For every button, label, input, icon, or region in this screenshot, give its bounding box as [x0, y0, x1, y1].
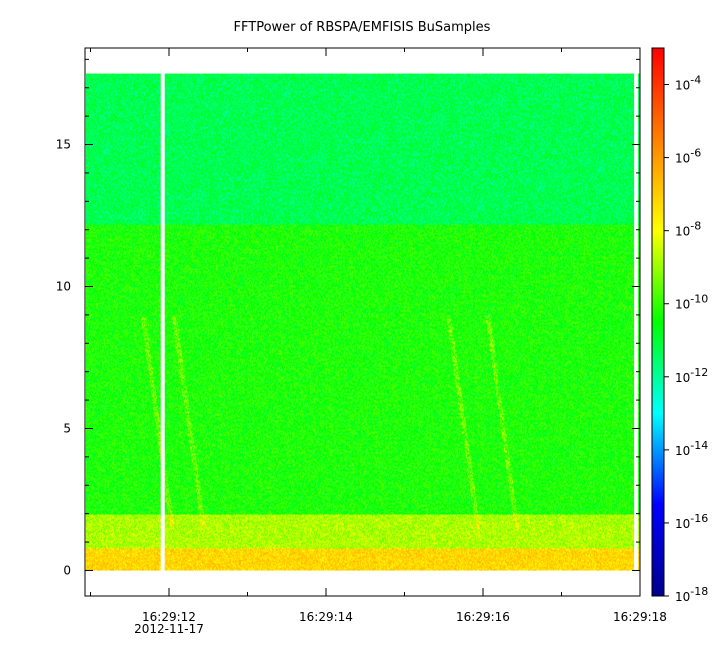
colorbar: 10-4 10-6 10-8 10-10 10-12 10-14 10-16 10-18	[651, 47, 708, 604]
x-tick-label: 16:29:12	[142, 610, 196, 624]
x-tick-label: 16:29:16	[456, 610, 510, 624]
y-tick-label: 0	[63, 563, 71, 577]
plot-frame	[84, 47, 641, 597]
colorbar-tick-label: 10-8	[675, 220, 701, 239]
data-gap	[634, 73, 639, 571]
y-tick-label: 15	[56, 138, 71, 152]
colorbar-tick-label: 10-16	[675, 512, 708, 531]
y-tick-label: 10	[56, 280, 71, 294]
x-tick-label: 16:29:18	[613, 610, 667, 624]
x-tick-label: 16:29:14	[299, 610, 353, 624]
chart-title: FFTPower of RBSPA/EMFISIS BuSamples	[234, 20, 491, 35]
x-axis: 16:29:12 16:29:14 16:29:16 16:29:18 2012-11-…	[89, 48, 667, 636]
x-date-label: 2012-11-17	[134, 622, 204, 636]
y-axis: 0 5 10 15	[56, 58, 640, 577]
colorbar-tick-label: 10-18	[675, 585, 708, 604]
colorbar-tick-label: 10-4	[675, 74, 701, 93]
colorbar-tick-label: 10-14	[675, 439, 708, 458]
plot-area	[84, 47, 641, 597]
spectrogram-raster	[86, 73, 640, 571]
colorbar-gradient	[651, 47, 665, 597]
colorbar-tick-label: 10-6	[675, 147, 701, 166]
colorbar-tick-label: 10-10	[675, 293, 708, 312]
data-gap	[160, 73, 165, 571]
y-tick-label: 5	[63, 421, 71, 435]
colorbar-tick-label: 10-12	[675, 366, 708, 385]
